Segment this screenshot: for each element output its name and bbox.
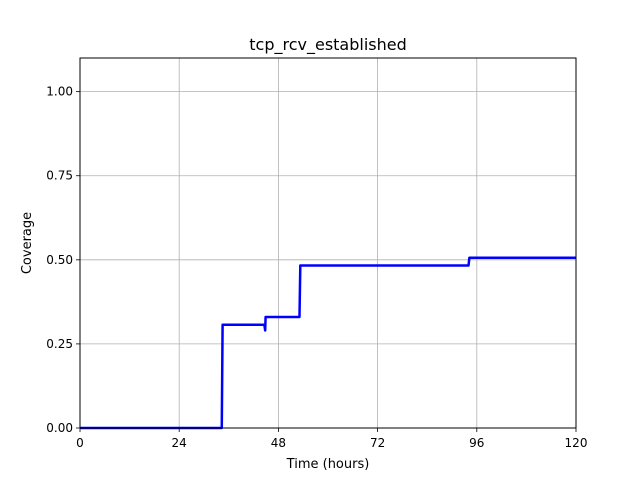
grid-lines bbox=[79, 58, 577, 429]
x-tick-label: 72 bbox=[370, 436, 385, 450]
y-tick-label: 1.00 bbox=[46, 85, 73, 99]
x-tick-label: 120 bbox=[565, 436, 588, 450]
x-tick-label: 0 bbox=[76, 436, 84, 450]
y-tick-label: 0.00 bbox=[46, 421, 73, 435]
chart-title: tcp_rcv_established bbox=[249, 35, 407, 55]
x-tick-label: 96 bbox=[469, 436, 484, 450]
y-axis-ticks: 0.00 0.25 0.50 0.75 1.00 bbox=[46, 85, 80, 435]
y-tick-label: 0.25 bbox=[46, 337, 73, 351]
y-tick-label: 0.75 bbox=[46, 169, 73, 183]
series-layer bbox=[80, 256, 576, 430]
x-axis-label: Time (hours) bbox=[286, 457, 370, 472]
x-tick-label: 48 bbox=[271, 436, 286, 450]
y-tick-label: 0.50 bbox=[46, 253, 73, 267]
coverage-line bbox=[80, 256, 576, 430]
x-tick-label: 24 bbox=[172, 436, 187, 450]
plot-frame bbox=[79, 57, 577, 429]
x-axis-ticks: 0 24 48 72 96 120 bbox=[76, 428, 587, 450]
y-axis-label: Coverage bbox=[20, 212, 35, 274]
